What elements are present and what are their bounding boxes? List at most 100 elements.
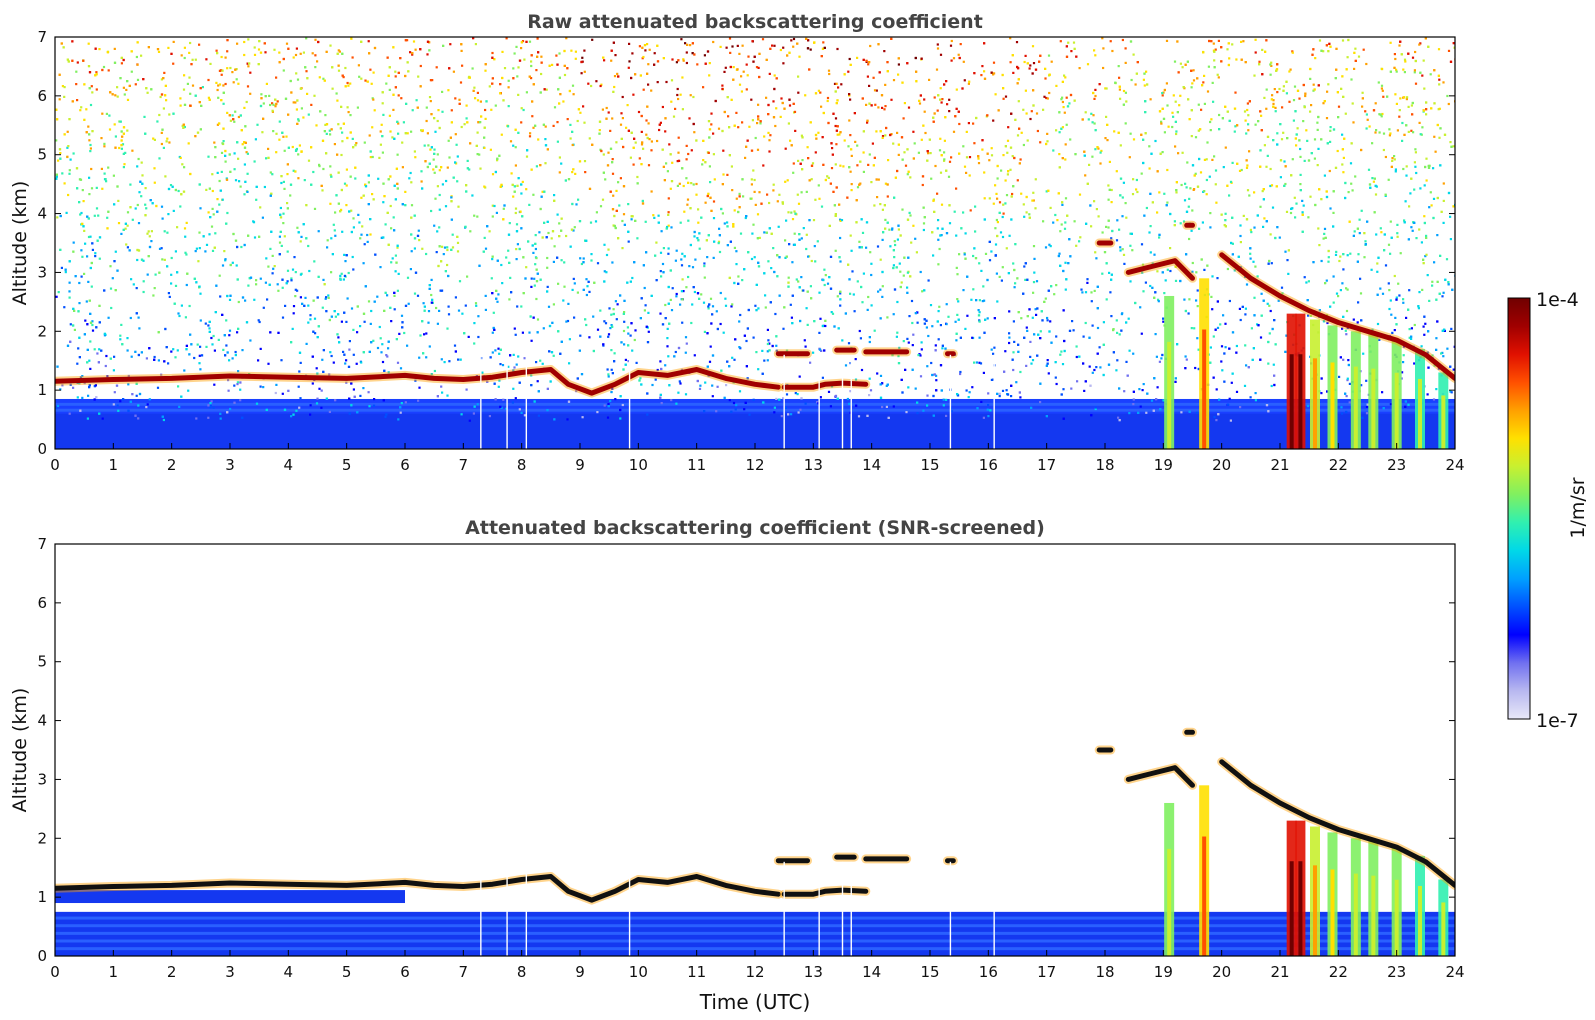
panel-raw-noise-pixel (104, 364, 107, 368)
panel-raw-noise-pixel (88, 139, 91, 142)
panel-raw-noise-pixel (1064, 143, 1067, 146)
panel-raw-noise-pixel (228, 359, 231, 362)
panel-raw-noise-pixel (750, 257, 754, 261)
panel-raw-noise-pixel (1404, 200, 1407, 203)
panel-raw-noise-pixel (160, 78, 163, 81)
panel-raw-noise-pixel (645, 133, 648, 136)
panel-raw-noise-pixel (441, 183, 444, 186)
panel-raw-noise-pixel (520, 121, 523, 124)
panel-raw-noise-pixel (96, 352, 99, 355)
panel-raw-noise-pixel (659, 121, 662, 124)
panel-raw-noise-pixel (861, 301, 864, 304)
panel-raw-noise-pixel (982, 416, 985, 419)
panel-raw-noise-pixel (1193, 327, 1196, 330)
panel-raw-noise-pixel (479, 100, 482, 103)
panel-raw-noise-pixel (828, 72, 831, 76)
panel-raw-noise-pixel (307, 159, 311, 162)
panel-raw-noise-pixel (137, 157, 140, 161)
panel-raw-noise-pixel (1353, 67, 1356, 70)
panel-raw-noise-pixel (1055, 382, 1058, 386)
panel-raw-noise-pixel (644, 220, 647, 223)
panel-raw-noise-pixel (1093, 49, 1096, 52)
panel-raw-noise-pixel (86, 255, 89, 258)
panel-raw-noise-pixel (208, 233, 211, 236)
panel-raw-noise-pixel (345, 381, 348, 384)
panel-raw-noise-pixel (520, 411, 523, 414)
panel-raw-noise-pixel (1011, 155, 1014, 158)
panel-raw-noise-pixel (209, 406, 212, 409)
panel-raw-noise-pixel (1429, 73, 1432, 76)
panel-raw-noise-pixel (1209, 212, 1212, 215)
panel-raw-noise-pixel (299, 296, 302, 299)
panel-raw-noise-pixel (558, 171, 561, 174)
panel-raw-noise-pixel (1088, 163, 1091, 166)
panel-raw-noise-pixel (592, 315, 595, 318)
panel-raw-noise-pixel (106, 216, 109, 219)
panel-raw-noise-pixel (1025, 326, 1028, 329)
panel-raw-noise-pixel (738, 320, 741, 323)
panel-raw-noise-pixel (1234, 125, 1237, 128)
panel-raw-noise-pixel (653, 216, 656, 219)
panel-raw-noise-pixel (1267, 362, 1270, 365)
panel-raw-noise-pixel (1281, 106, 1284, 109)
panel-raw-noise-pixel (1099, 162, 1102, 165)
panel-raw-noise-pixel (762, 164, 765, 167)
panel-raw-noise-pixel (1120, 313, 1123, 316)
panel-raw-noise-pixel (962, 289, 965, 292)
panel-raw-noise-pixel (93, 348, 96, 351)
panel-raw-noise-pixel (1370, 268, 1373, 271)
panel-raw-noise-pixel (153, 181, 156, 184)
panel-raw-noise-pixel (1181, 151, 1184, 154)
panel-raw-noise-pixel (1032, 191, 1035, 194)
panel-raw-noise-pixel (366, 233, 369, 237)
panel-raw-noise-pixel (1437, 48, 1441, 51)
panel-raw-noise-pixel (476, 403, 479, 406)
panel-raw-noise-pixel (1093, 368, 1096, 372)
panel-raw-noise-pixel (916, 321, 919, 324)
panel-raw-noise-pixel (392, 216, 395, 219)
panel-raw-noise-pixel (220, 170, 223, 173)
panel-raw-noise-pixel (1307, 216, 1310, 219)
panel-raw-noise-pixel (998, 395, 1001, 398)
panel-raw-noise-pixel (977, 162, 981, 165)
panel-raw-noise-pixel (1101, 272, 1104, 275)
panel-raw-noise-pixel (709, 181, 712, 184)
panel-raw-noise-pixel (1307, 280, 1310, 283)
panel-raw-noise-pixel (298, 370, 301, 373)
panel-raw-noise-pixel (393, 294, 396, 297)
panel-raw-noise-pixel (1054, 376, 1057, 379)
panel-raw-noise-pixel (595, 80, 598, 83)
panel-raw-noise-pixel (1208, 175, 1211, 178)
panel-raw-noise-pixel (1266, 154, 1269, 157)
panel-raw-noise-pixel (1023, 265, 1026, 268)
panel-raw-noise-pixel (1364, 240, 1367, 243)
panel-raw-noise-pixel (998, 201, 1002, 204)
panel-raw-noise-pixel (473, 322, 476, 325)
panel-raw-noise-pixel (939, 53, 943, 56)
panel-raw-noise-pixel (764, 294, 767, 297)
panel-raw-noise-pixel (1004, 350, 1007, 353)
panel-raw-noise-pixel (475, 304, 478, 307)
panel-raw-noise-pixel (766, 328, 769, 331)
panel-raw-noise-pixel (1004, 179, 1007, 182)
panel-raw-noise-pixel (1377, 81, 1380, 84)
panel-raw-noise-pixel (1005, 247, 1008, 250)
panel-raw-noise-pixel (861, 231, 865, 234)
panel-raw-noise-pixel (752, 336, 755, 339)
panel-raw-noise-pixel (929, 152, 932, 155)
panel-raw-noise-pixel (964, 232, 967, 235)
panel-raw-noise-pixel (541, 362, 544, 365)
panel-raw-noise-pixel (968, 80, 971, 83)
panel-raw-noise-pixel (268, 94, 271, 97)
panel-raw-noise-pixel (508, 222, 511, 225)
panel-raw-noise-pixel (458, 280, 462, 283)
panel-raw-noise-pixel (934, 344, 937, 347)
panel-raw-noise-pixel (1268, 332, 1271, 335)
panel-raw-noise-pixel (66, 146, 69, 149)
panel-raw-noise-pixel (454, 296, 457, 299)
panel-raw-noise-pixel (371, 155, 374, 159)
panel-raw-noise-pixel (723, 70, 726, 73)
panel-raw-noise-pixel (215, 49, 218, 52)
panel-raw-noise-pixel (887, 159, 890, 162)
panel-raw-noise-pixel (456, 180, 459, 183)
